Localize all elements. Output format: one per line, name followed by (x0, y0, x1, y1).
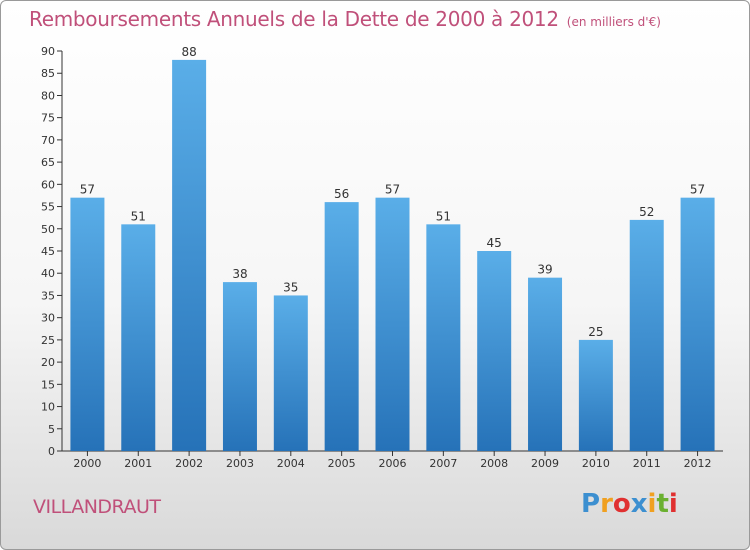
x-tick-label: 2002 (175, 457, 203, 470)
y-tick-label: 55 (41, 201, 55, 214)
data-label-2006: 57 (385, 183, 400, 197)
data-label-2011: 52 (639, 205, 654, 219)
data-label-2009: 39 (537, 263, 552, 277)
x-tick-label: 2001 (124, 457, 152, 470)
data-label-2004: 35 (283, 280, 298, 294)
logo-letter: t (656, 489, 669, 519)
chart-title-text: Remboursements Annuels de la Dette de 20… (29, 7, 559, 31)
x-tick-label: 2000 (73, 457, 101, 470)
x-tick-label: 2010 (582, 457, 610, 470)
y-tick-label: 20 (41, 356, 55, 369)
proxiti-logo: Proxiti (581, 489, 678, 519)
x-tick-label: 2007 (429, 457, 457, 470)
data-label-2010: 25 (588, 325, 603, 339)
y-tick-label: 25 (41, 334, 55, 347)
logo-letter: x (630, 489, 648, 519)
data-label-2003: 38 (232, 267, 247, 281)
y-tick-label: 10 (41, 401, 55, 414)
data-label-2012: 57 (690, 183, 705, 197)
x-tick-label: 2004 (277, 457, 305, 470)
bar-2009 (528, 277, 563, 451)
data-label-2001: 51 (131, 209, 146, 223)
bar-2001 (121, 224, 156, 451)
data-label-2002: 88 (181, 45, 196, 59)
y-tick-label: 70 (41, 134, 55, 147)
y-tick-label: 45 (41, 245, 55, 258)
x-tick-label: 2005 (328, 457, 356, 470)
bar-2007 (426, 224, 461, 451)
y-tick-label: 40 (41, 267, 55, 280)
bar-2012 (680, 197, 715, 451)
y-tick-label: 0 (48, 445, 55, 458)
bar-2000 (70, 197, 105, 451)
x-tick-label: 2008 (480, 457, 508, 470)
data-label-2000: 57 (80, 183, 95, 197)
y-tick-label: 80 (41, 89, 55, 102)
logo-letter: o (612, 489, 631, 519)
bar-2004 (273, 295, 308, 451)
chart-subtitle: (en milliers d'€) (566, 15, 661, 29)
y-tick-label: 90 (41, 45, 55, 58)
x-tick-label: 2011 (633, 457, 661, 470)
logo-letter: P (581, 489, 601, 519)
bar-2011 (629, 219, 664, 451)
logo-letter: i (647, 489, 657, 519)
y-tick-label: 30 (41, 312, 55, 325)
data-label-2005: 56 (334, 187, 349, 201)
bar-2006 (375, 197, 410, 451)
y-tick-label: 75 (41, 112, 55, 125)
bar-2008 (477, 251, 512, 451)
bar-2005 (324, 202, 359, 451)
bar-2002 (172, 59, 207, 452)
logo-letter: r (600, 489, 613, 519)
x-tick-label: 2009 (531, 457, 559, 470)
y-tick-label: 60 (41, 178, 55, 191)
location-label: VILLANDRAUT (33, 496, 161, 518)
y-tick-label: 50 (41, 223, 55, 236)
bar-2003 (222, 282, 257, 451)
y-tick-label: 85 (41, 67, 55, 80)
y-tick-label: 65 (41, 156, 55, 169)
data-label-2008: 45 (487, 236, 502, 250)
logo-letter: i (668, 489, 678, 519)
y-tick-label: 35 (41, 289, 55, 302)
bar-2010 (578, 339, 613, 451)
x-tick-label: 2003 (226, 457, 254, 470)
y-tick-label: 15 (41, 378, 55, 391)
data-label-2007: 51 (436, 209, 451, 223)
x-tick-label: 2006 (379, 457, 407, 470)
y-tick-label: 5 (48, 423, 55, 436)
chart-title: Remboursements Annuels de la Dette de 20… (29, 7, 661, 31)
x-tick-label: 2012 (684, 457, 712, 470)
